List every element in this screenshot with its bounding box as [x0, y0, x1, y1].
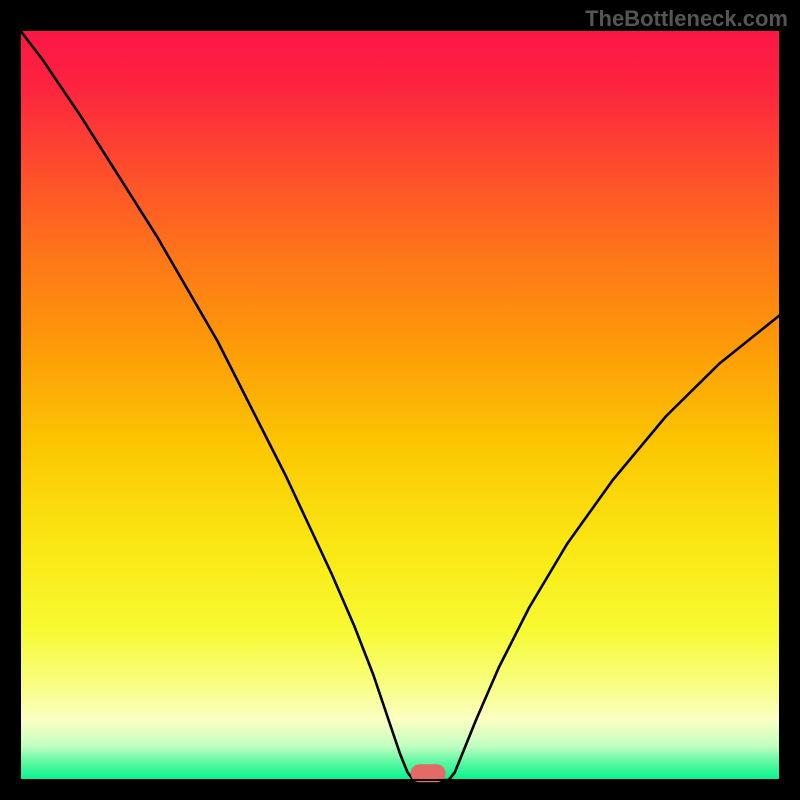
chart-svg	[0, 0, 800, 800]
plot-gradient	[20, 30, 780, 780]
chart-container: { "canvas": { "width": 800, "height": 80…	[0, 0, 800, 800]
watermark-text: TheBottleneck.com	[585, 6, 788, 32]
